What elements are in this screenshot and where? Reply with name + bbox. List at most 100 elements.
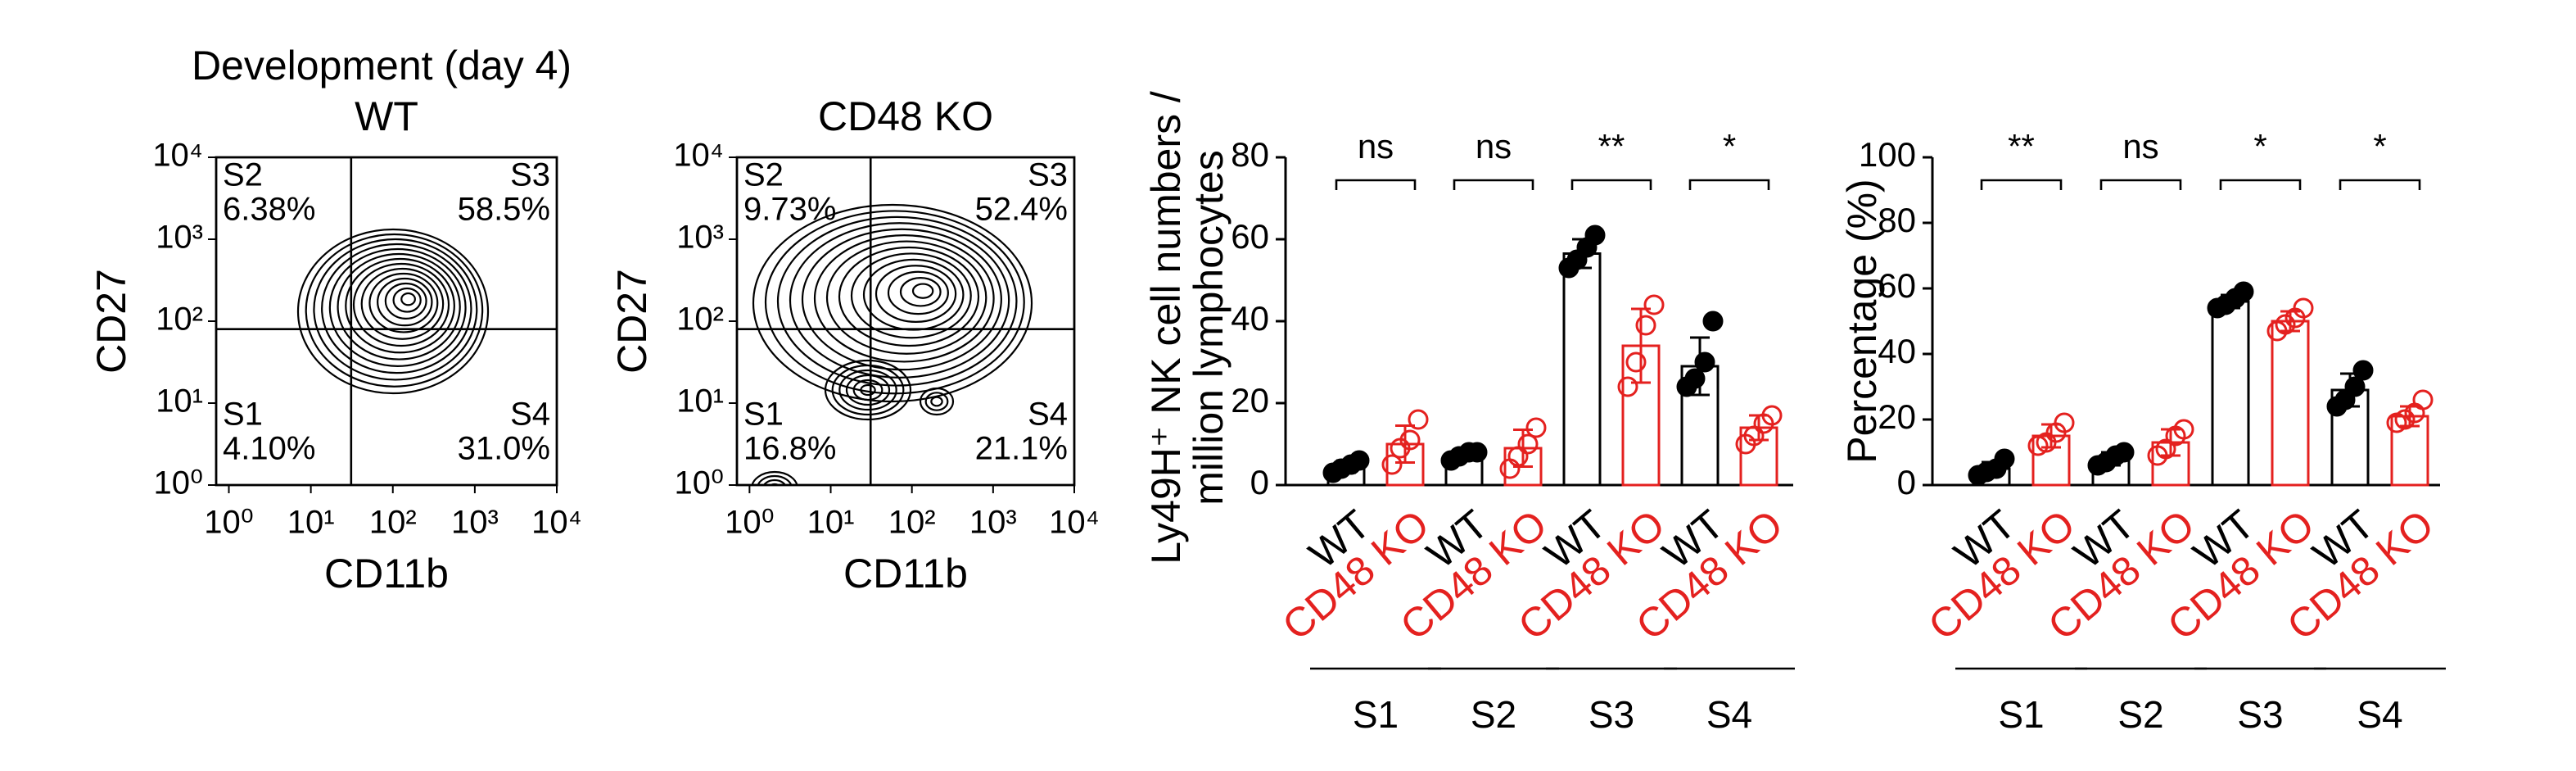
significance-label: ns xyxy=(1358,127,1394,166)
x-tick-label: 10³ xyxy=(969,505,1017,541)
y-axis-label: Ly49H⁺ NK cell numbers / xyxy=(1143,91,1189,565)
quadrant-name: S1 xyxy=(223,397,263,433)
data-point xyxy=(2293,297,2314,319)
quadrant-percent: 58.5% xyxy=(458,192,550,228)
data-point xyxy=(1584,224,1606,246)
plot-title: WT xyxy=(355,93,418,139)
contour xyxy=(352,262,450,347)
x-tick-label: 10¹ xyxy=(807,505,855,541)
data-point xyxy=(1525,417,1547,438)
data-point xyxy=(1408,409,1429,430)
contour xyxy=(845,374,891,406)
contour xyxy=(838,369,897,411)
data-point xyxy=(1517,433,1539,455)
y-tick-label: 10¹ xyxy=(156,383,203,420)
data-point xyxy=(1381,454,1403,475)
significance-label: * xyxy=(2253,127,2266,166)
data-point xyxy=(1635,315,1656,336)
y-tick-label: 10¹ xyxy=(676,383,724,420)
y-axis-label: CD27 xyxy=(88,269,134,374)
significance-bracket xyxy=(2339,179,2421,190)
contour xyxy=(360,267,445,340)
quadrant-percent: 21.1% xyxy=(975,431,1068,467)
quadrant-name: S2 xyxy=(743,157,784,193)
contour xyxy=(801,228,1002,371)
contour xyxy=(751,470,798,485)
y-tick-label: 10⁴ xyxy=(152,138,203,174)
contour xyxy=(384,282,427,320)
significance-bracket xyxy=(2219,179,2302,190)
group-label: S2 xyxy=(1471,693,1516,736)
bar xyxy=(1562,252,1602,487)
x-tick-label: 10² xyxy=(888,505,936,541)
data-point xyxy=(1702,311,1724,332)
quadrant-percent: 31.0% xyxy=(458,431,550,467)
quadrant-name: S1 xyxy=(743,397,784,433)
significance-label: * xyxy=(1723,127,1736,166)
y-tick-label: 10⁰ xyxy=(153,465,203,501)
quadrant-name: S3 xyxy=(1028,157,1068,193)
significance-bracket xyxy=(1453,179,1534,190)
data-point xyxy=(1994,448,2015,469)
y-axis-label: million lymphocytes xyxy=(1186,150,1232,505)
y-tick-label: 40 xyxy=(1878,332,1916,370)
group-label: S1 xyxy=(1353,693,1399,736)
contour xyxy=(887,270,949,315)
contour xyxy=(852,379,884,401)
data-point xyxy=(1507,446,1529,467)
significance-label: ns xyxy=(2122,127,2158,166)
contour xyxy=(337,252,461,361)
quadrant-name: S2 xyxy=(223,157,263,193)
data-point xyxy=(1399,429,1421,451)
data-point xyxy=(2352,360,2374,381)
group-label: S3 xyxy=(1589,693,1634,736)
data-point xyxy=(1617,376,1638,397)
x-tick-label: 10² xyxy=(369,505,417,541)
y-tick-label: 60 xyxy=(1878,266,1916,305)
x-tick-label: 10⁴ xyxy=(1049,505,1100,541)
y-tick-label: 100 xyxy=(1859,135,1916,174)
y-tick-label: 10⁴ xyxy=(673,138,724,174)
data-point xyxy=(1643,294,1665,315)
data-point xyxy=(2412,389,2434,410)
contour xyxy=(377,277,433,327)
contour xyxy=(321,243,472,374)
significance-label: ns xyxy=(1476,127,1512,166)
significance-bracket xyxy=(1688,179,1770,190)
data-point xyxy=(1743,425,1765,447)
x-tick-label: 10⁴ xyxy=(531,505,582,541)
x-axis-label: CD11b xyxy=(843,551,968,596)
x-tick-label: 10⁰ xyxy=(204,505,254,541)
contour xyxy=(899,277,942,307)
contour xyxy=(930,396,943,407)
contour xyxy=(345,257,455,354)
contour xyxy=(850,252,972,339)
significance-bracket xyxy=(1570,179,1652,190)
y-tick-label: 80 xyxy=(1231,135,1269,174)
y-tick-label: 20 xyxy=(1878,397,1916,436)
y-tick-label: 10⁰ xyxy=(674,465,724,501)
group-label: S3 xyxy=(2237,693,2283,736)
bar xyxy=(2271,320,2310,487)
contour xyxy=(296,228,490,395)
y-tick-label: 10² xyxy=(156,302,203,338)
contour xyxy=(368,272,439,333)
group-label: S2 xyxy=(2117,693,2163,736)
contour xyxy=(860,383,876,397)
y-tick-label: 10³ xyxy=(156,220,203,256)
contour xyxy=(762,478,787,485)
data-point xyxy=(1684,368,1706,389)
contour xyxy=(831,364,905,416)
x-tick-label: 10¹ xyxy=(287,505,335,541)
plot-title: CD48 KO xyxy=(818,93,993,139)
contour xyxy=(305,233,484,388)
figure-title: Development (day 4) xyxy=(192,43,572,88)
data-point xyxy=(2155,438,2176,460)
significance-label: * xyxy=(2373,127,2386,166)
y-axis-label: CD27 xyxy=(609,269,655,374)
contour xyxy=(764,210,1025,395)
quadrant-percent: 9.73% xyxy=(743,192,836,228)
y-axis-label: Percentage (%) xyxy=(1839,179,1885,463)
y-tick-label: 80 xyxy=(1878,201,1916,239)
